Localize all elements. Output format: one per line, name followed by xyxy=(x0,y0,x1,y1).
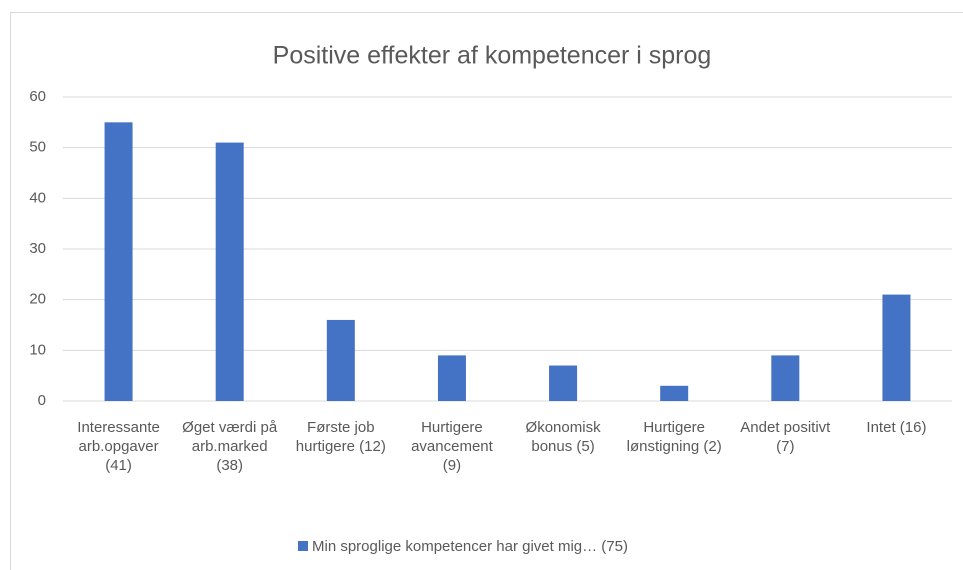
y-tick-label: 40 xyxy=(29,189,46,206)
x-tick-label: Intet (16) xyxy=(866,419,927,436)
x-tick-label: Øget værdi på arb.marked (38) xyxy=(182,419,278,474)
x-tick-label: Hurtigere lønstigning (2) xyxy=(626,419,722,455)
x-tick-label: Økonomisk bonus (5) xyxy=(525,419,601,455)
bar xyxy=(882,294,911,401)
bar xyxy=(660,385,689,401)
y-tick-label: 50 xyxy=(29,139,46,156)
bar xyxy=(549,365,578,401)
x-tick-label: Hurtigere avancement (9) xyxy=(411,419,493,474)
y-tick-label: 60 xyxy=(29,88,46,105)
chart-border xyxy=(10,12,963,570)
y-tick-label: 30 xyxy=(29,240,46,257)
bar xyxy=(437,355,466,401)
x-tick-label: Interessante arb.opgaver (41) xyxy=(77,419,160,474)
legend-label: Min sproglige kompetencer har givet mig…… xyxy=(312,538,628,555)
bar xyxy=(104,122,133,401)
chart-title: Positive effekter af kompetencer i sprog xyxy=(273,42,712,70)
x-tick-label: Første job hurtigere (12) xyxy=(295,419,386,455)
bar xyxy=(771,355,800,401)
legend-swatch xyxy=(298,541,308,551)
y-tick-label: 0 xyxy=(38,392,46,409)
bar xyxy=(326,319,355,401)
x-tick-label: Andet positivt (7) xyxy=(740,419,831,455)
y-tick-label: 10 xyxy=(29,341,46,358)
bar xyxy=(215,142,244,401)
y-tick-label: 20 xyxy=(29,291,46,308)
